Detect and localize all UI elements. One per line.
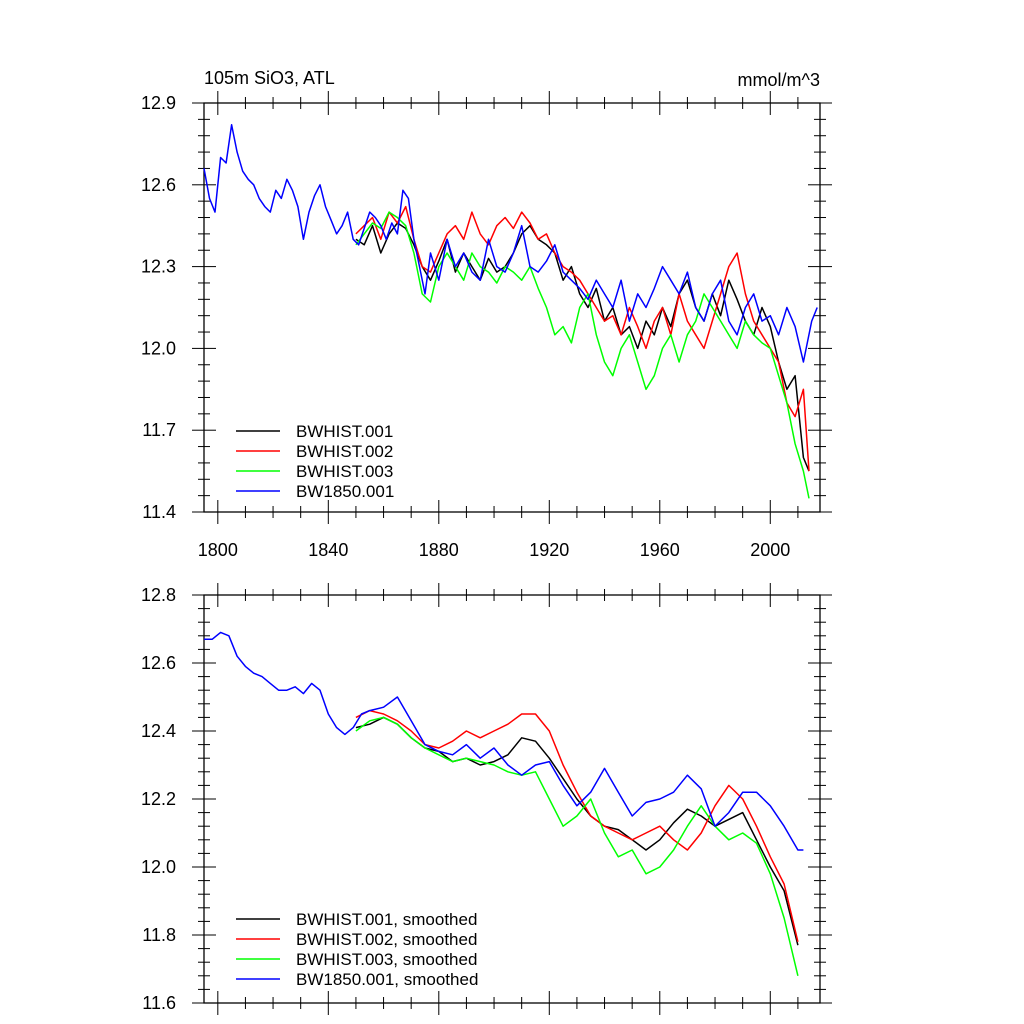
y-tick-label: 11.7 (142, 420, 176, 440)
series-line-bw1850-001 (203, 124, 818, 363)
x-tick-label: 1880 (419, 540, 459, 560)
plot-frame (203, 102, 821, 513)
y-tick-label: 12.9 (141, 93, 176, 113)
series-line-bwhist-002-smoothed (355, 709, 799, 942)
series-line-bwhist-003 (355, 211, 810, 499)
legend-label: BWHIST.001, smoothed (296, 910, 477, 929)
y-tick-label: 12.2 (141, 789, 176, 809)
x-tick-label: 1920 (529, 540, 569, 560)
series-line-bwhist-003-smoothed (355, 716, 799, 976)
units-label: mmol/m^3 (738, 70, 820, 90)
chart-title: 105m SiO3, ATL (204, 68, 335, 88)
x-tick-label: 1960 (640, 540, 680, 560)
y-tick-label: 12.6 (141, 653, 176, 673)
legend-label: BWHIST.003 (296, 462, 393, 481)
legend-label: BWHIST.003, smoothed (296, 950, 477, 969)
x-tick-label: 1800 (198, 540, 238, 560)
bottom-chart-panel: 12.8 12.6 12.4 12.2 12.0 11.8 11.6 BWHIST.001, … (141, 583, 832, 1015)
legend-label: BW1850.001, smoothed (296, 970, 478, 989)
x-tick-label: 1840 (308, 540, 348, 560)
series-line-bw1850-001-smoothed (204, 631, 804, 851)
y-tick-label: 11.8 (142, 925, 176, 945)
y-tick-label: 12.4 (141, 721, 176, 741)
y-tick-label: 12.0 (141, 857, 176, 877)
legend-label: BW1850.001 (296, 482, 394, 501)
y-tick-label: 12.6 (141, 175, 176, 195)
series-line-bwhist-001 (355, 222, 810, 472)
legend-label: BWHIST.002, smoothed (296, 930, 477, 949)
y-tick-label: 12.8 (141, 585, 176, 605)
legend-label: BWHIST.001 (296, 422, 393, 441)
y-tick-label: 11.6 (142, 993, 176, 1013)
legend-label: BWHIST.002 (296, 442, 393, 461)
y-tick-label: 12.0 (141, 338, 176, 358)
x-tick-label: 2000 (750, 540, 790, 560)
y-tick-label: 12.3 (141, 257, 176, 277)
series-line-bwhist-001-smoothed (355, 716, 799, 946)
top-chart-panel: 105m SiO3, ATL mmol/m^3 12.9 12.6 12.3 12.0… (141, 68, 832, 560)
series-line-bwhist-002 (355, 205, 810, 472)
y-tick-label: 11.4 (142, 502, 176, 522)
